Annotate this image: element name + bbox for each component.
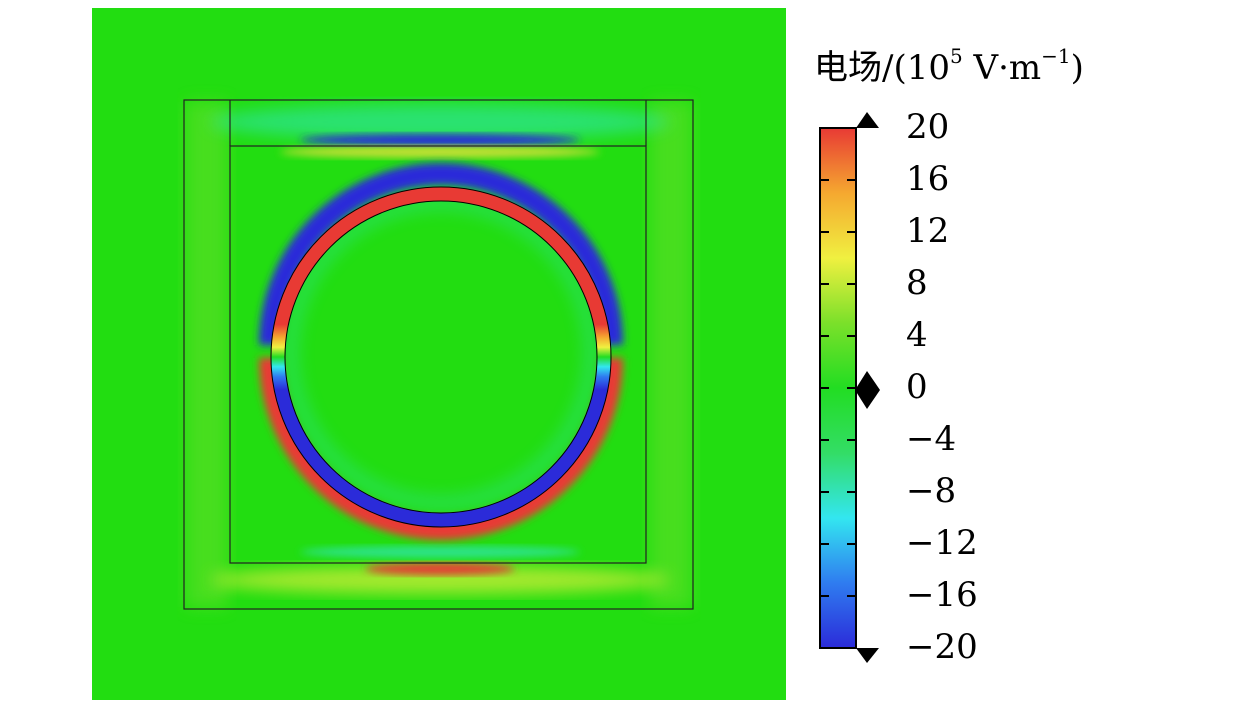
colorbar-tick-label: 8 — [906, 263, 928, 303]
ring-inner-glow — [284, 196, 598, 510]
ring-outer-positive-halo — [259, 357, 623, 540]
bottom-yellow-glow — [210, 566, 670, 594]
ring-inner-edge — [284, 200, 598, 514]
top-cyan-glow — [210, 104, 670, 140]
top-yellow-band — [280, 146, 600, 158]
colorbar-tick-label: 20 — [906, 107, 950, 147]
inner-box-outline — [229, 145, 647, 564]
colorbar-bottom-arrow-icon — [856, 648, 879, 663]
colorbar-tick-label: −12 — [906, 523, 978, 563]
colorbar-zero-marker-icon — [855, 371, 880, 409]
colorbar-title: 电场/(105 V·m−1) — [814, 43, 1084, 88]
colorbar-top-arrow-icon — [856, 112, 879, 128]
colorbar-tick-label: −8 — [906, 471, 957, 511]
ring-outer-edge — [270, 186, 612, 528]
right-wall-field — [650, 102, 692, 607]
colorbar-tick-label: 4 — [906, 315, 928, 355]
colorbar-ticks — [820, 127, 856, 649]
ring-outer-negative-halo — [259, 163, 623, 346]
colorbar-tick-label: 0 — [906, 367, 928, 407]
colorbar-tick-label: −16 — [906, 575, 978, 615]
colorbar-tick-label: −20 — [906, 627, 978, 667]
charged-ring — [271, 187, 611, 527]
colorbar-tick-label: 16 — [906, 159, 950, 199]
bottom-cyan-band — [300, 546, 580, 558]
outer-box-outline — [183, 99, 694, 610]
field-plot-area — [92, 8, 786, 700]
colorbar-tick-label: 12 — [906, 211, 950, 251]
left-wall-field — [186, 102, 228, 607]
bottom-red-band — [365, 563, 515, 575]
top-blue-band — [300, 134, 580, 146]
colorbar-tick-label: −4 — [906, 419, 957, 459]
